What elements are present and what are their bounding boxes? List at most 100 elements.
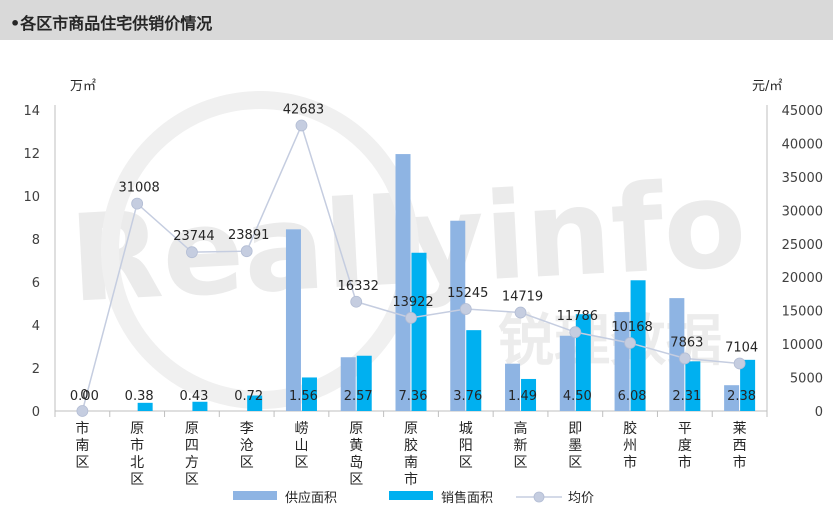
category-label: 胶州市 [623,420,637,471]
price-marker [295,119,308,132]
category-label: 原四方区 [185,421,199,488]
supply-bar [395,154,411,411]
sales-data-label: 1.49 [508,389,537,404]
sales-data-label: 4.50 [563,389,592,404]
price-marker [240,245,253,258]
sales-data-label: 2.38 [727,389,756,404]
supply-bar [285,229,301,411]
sales-bar [301,377,317,411]
price-data-label: 31008 [118,181,159,196]
price-data-label: 14719 [502,290,543,305]
title-bar: •各区市商品住宅供销价情况 [0,0,833,40]
sales-data-label: 7.36 [399,389,428,404]
sales-bar [740,359,756,411]
supply-bar [559,335,575,411]
axes: 0 2 4 6 8 10 12 14 0 5000 10000 15000 20000 25000 3000… [23,79,823,488]
sales-bar [137,402,153,411]
left-tick-label: 0 [32,405,40,420]
right-tick-label: 20000 [782,271,823,286]
price-data-label: 10168 [611,320,652,335]
category-label: 原胶南市 [404,421,418,488]
sales-data-label: 3.76 [453,389,482,404]
legend-label-price: 均价 [568,491,594,506]
price-data-label: 42683 [283,102,324,117]
price-data-label: 23891 [228,228,269,243]
data-labels: 0.00 0.38 0.43 0.72 1.56 2.57 7.36 3.76 1.49 4.50… [70,102,758,404]
right-tick-label: 25000 [782,238,823,253]
legend-marker-price [533,491,545,503]
right-tick-label: 45000 [782,104,823,119]
price-marker [514,306,527,319]
category-label: 原市北区 [130,421,144,488]
sales-bar [247,395,263,411]
supply-bar [450,220,466,411]
right-tick-label: 5000 [790,372,823,387]
price-marker [569,326,582,339]
left-tick-label: 6 [32,276,40,291]
chart-title: •各区市商品住宅供销价情况 [10,14,213,33]
supply-bar [505,363,521,411]
legend-swatch-supply [233,491,277,500]
sales-data-label: 0.00 [70,389,99,404]
sales-bar [521,378,537,411]
supply-bar [340,357,356,411]
sales-bar [575,314,591,411]
price-data-label: 13922 [392,295,433,310]
left-tick-label: 14 [23,104,40,119]
sales-data-label: 2.57 [344,389,373,404]
right-tick-label: 15000 [782,305,823,320]
left-tick-label: 8 [32,233,40,248]
sales-data-label: 6.08 [618,389,647,404]
right-tick-label: 0 [815,405,823,420]
left-tick-label: 12 [23,147,40,162]
sales-bar [466,330,482,411]
price-marker [678,352,691,365]
price-marker [459,303,472,315]
price-marker [131,197,144,210]
sales-bar [192,401,208,411]
left-axis-unit: 万㎡ [70,79,96,94]
category-label: 即墨区 [568,421,582,471]
category-label: 城阳区 [459,421,473,471]
legend-label-supply: 供应面积 [285,490,337,506]
price-data-label: 16332 [338,279,379,294]
supply-bar [614,312,630,411]
category-label: 崂山区 [294,421,308,471]
category-label: 李沧区 [240,421,254,471]
sales-bar [356,355,372,411]
category-label: 高新区 [514,420,528,471]
category-label: 原黄岛区 [349,421,363,488]
category-label: 市南区 [75,420,89,471]
right-tick-label: 30000 [782,204,823,219]
price-marker [186,246,198,259]
price-data-label: 0 [80,388,88,403]
right-tick-label: 10000 [782,338,823,353]
legend-label-sales: 销售面积 [441,490,493,506]
price-data-label: 15245 [447,286,488,301]
left-tick-label: 2 [32,362,40,377]
sales-data-label: 0.72 [234,389,263,404]
price-data-label: 23744 [173,229,214,244]
right-tick-label: 35000 [782,171,823,186]
price-marker [350,295,363,308]
right-tick-label: 40000 [782,137,823,152]
supply-bar [669,298,685,411]
sales-data-label: 0.43 [179,389,208,404]
price-data-label: 7863 [670,335,703,350]
price-marker [733,357,746,370]
bars [137,154,756,411]
sales-bar [685,361,701,411]
legend-swatch-sales [389,491,433,500]
price-marker [405,311,417,324]
price-marker [624,337,636,349]
price-data-label: 11786 [557,309,598,324]
category-label: 莱西市 [733,421,747,471]
price-data-label: 7104 [725,340,758,355]
sales-data-label: 2.31 [672,389,701,404]
category-label: 平度市 [678,421,692,471]
sales-data-label: 0.38 [125,389,154,404]
right-axis-unit: 元/㎡ [752,79,782,94]
price-marker [76,405,89,417]
legend: 供应面积 销售面积 均价 [233,490,594,506]
